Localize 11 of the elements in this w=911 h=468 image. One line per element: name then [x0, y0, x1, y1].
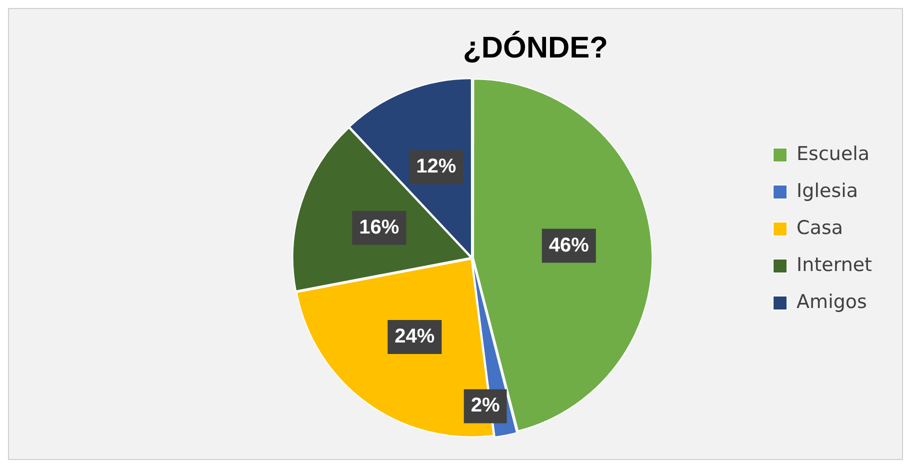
data-label: 46%	[548, 234, 590, 256]
data-label: 12%	[416, 156, 456, 178]
data-label: 2%	[470, 394, 500, 417]
legend-label: Amigos	[796, 290, 867, 313]
legend-label: Internet	[796, 254, 872, 276]
legend-label: Iglesia	[796, 180, 858, 202]
chart-title: ¿DÓNDE?	[463, 30, 608, 64]
data-label: 24%	[394, 325, 435, 348]
data-label: 16%	[359, 216, 400, 238]
legend-label: Escuela	[796, 142, 870, 165]
legend-label: Casa	[796, 216, 844, 239]
